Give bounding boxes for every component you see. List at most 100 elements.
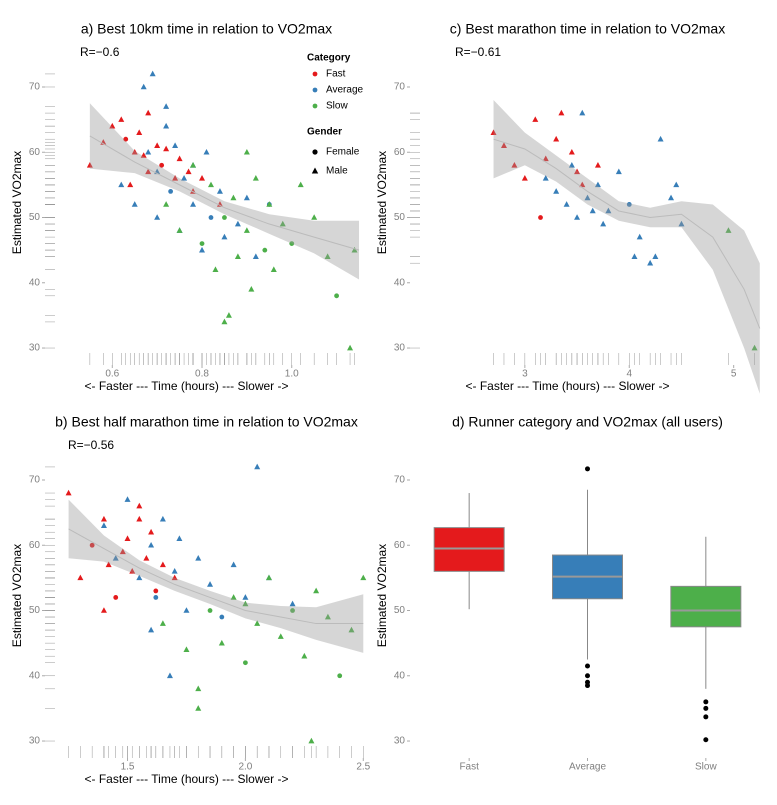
y-tick-label: 50 xyxy=(29,212,41,223)
panel-title: d) Runner category and VO2max (all users… xyxy=(452,414,723,430)
point xyxy=(574,214,581,220)
point xyxy=(163,201,170,207)
y-axis-label: Estimated VO2max xyxy=(375,151,389,254)
point xyxy=(216,201,223,207)
x-axis-label: <- Faster --- Time (hours) --- Slower -> xyxy=(84,772,288,786)
x-tick-label: 4 xyxy=(626,369,632,380)
legend-swatch xyxy=(312,149,318,155)
point xyxy=(574,168,581,175)
legend-swatch xyxy=(312,71,318,77)
point xyxy=(163,103,170,109)
point xyxy=(553,188,560,194)
point xyxy=(600,220,607,227)
y-tick-label: 40 xyxy=(394,277,406,288)
point xyxy=(243,194,250,201)
outlier xyxy=(585,466,590,472)
outlier xyxy=(703,705,709,711)
point xyxy=(199,175,206,181)
point xyxy=(751,344,758,351)
trend-line xyxy=(68,528,364,625)
point xyxy=(153,595,159,600)
y-tick-label: 70 xyxy=(29,475,41,486)
point xyxy=(668,194,675,201)
y-axis-label: Estimated VO2max xyxy=(375,544,389,647)
point xyxy=(301,652,308,659)
x-tick-label: Average xyxy=(569,762,607,773)
annotation: R=−0.61 xyxy=(455,45,501,59)
point xyxy=(113,595,119,600)
point xyxy=(252,253,259,259)
point xyxy=(159,162,165,168)
point xyxy=(626,202,632,207)
point xyxy=(657,135,664,142)
point xyxy=(109,122,116,129)
x-axis-label: <- Faster --- Time (hours) --- Slower -> xyxy=(84,379,288,393)
point xyxy=(124,535,131,542)
point xyxy=(112,555,119,561)
point xyxy=(136,515,143,522)
point xyxy=(185,168,192,175)
point xyxy=(159,620,166,626)
point xyxy=(149,70,156,77)
point xyxy=(195,685,202,692)
point xyxy=(351,246,358,253)
point xyxy=(248,285,255,292)
point xyxy=(652,253,659,259)
annotation: R=−0.6 xyxy=(80,45,120,59)
point xyxy=(221,233,228,240)
y-tick-label: 30 xyxy=(29,736,41,747)
point xyxy=(127,181,134,188)
point xyxy=(140,152,147,158)
point xyxy=(118,181,125,188)
point xyxy=(176,535,183,542)
point xyxy=(129,568,136,574)
point xyxy=(334,293,339,299)
point xyxy=(218,639,225,646)
point xyxy=(131,148,138,155)
legend-label: Slow xyxy=(326,101,348,112)
point xyxy=(324,613,331,620)
point xyxy=(563,201,570,207)
x-tick-label: 0.6 xyxy=(105,369,119,380)
annotation: R=−0.56 xyxy=(68,438,114,452)
point xyxy=(279,220,286,227)
point xyxy=(176,155,183,162)
point xyxy=(153,588,159,594)
point xyxy=(500,142,507,149)
point xyxy=(490,129,497,135)
y-tick-label: 60 xyxy=(394,540,406,551)
point xyxy=(221,318,228,325)
point xyxy=(230,594,237,600)
y-tick-label: 30 xyxy=(29,343,41,354)
point xyxy=(277,633,284,639)
point xyxy=(118,116,125,122)
legend-label: Fast xyxy=(326,69,346,80)
point xyxy=(594,181,601,188)
point xyxy=(212,266,219,273)
point xyxy=(225,312,232,318)
legend-label: Female xyxy=(326,147,360,158)
point xyxy=(254,620,261,626)
y-tick-label: 50 xyxy=(394,605,406,616)
point xyxy=(360,574,367,581)
point xyxy=(308,737,315,744)
confidence-band xyxy=(89,103,360,280)
point xyxy=(243,227,250,233)
legend-title: Gender xyxy=(307,127,342,138)
trend-line xyxy=(493,138,761,329)
point xyxy=(542,155,549,162)
point xyxy=(324,253,331,259)
legend-title: Category xyxy=(307,53,351,64)
point xyxy=(605,207,612,214)
point xyxy=(100,607,107,613)
point xyxy=(678,220,685,227)
y-tick-label: 40 xyxy=(29,277,41,288)
point xyxy=(168,189,174,194)
point xyxy=(254,463,261,470)
y-axis-label: Estimated VO2max xyxy=(10,151,24,254)
outlier xyxy=(585,683,590,689)
panel-title: a) Best 10km time in relation to VO2max xyxy=(81,21,332,37)
point xyxy=(631,253,638,259)
y-tick-label: 40 xyxy=(394,670,406,681)
